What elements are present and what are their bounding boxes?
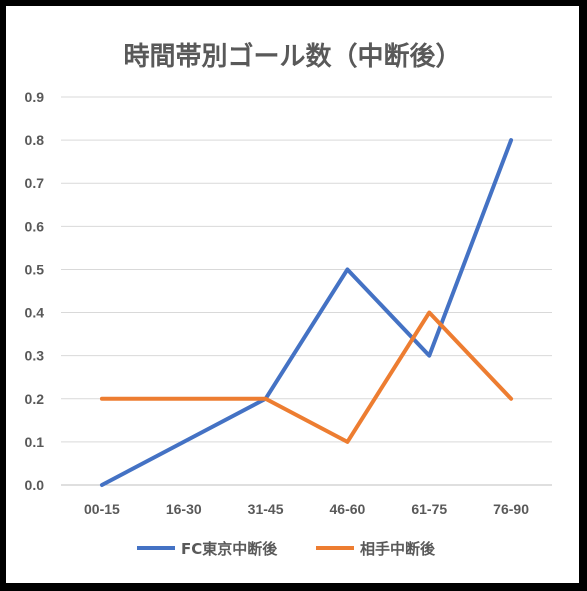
gridlines xyxy=(61,96,552,486)
x-tick-label: 46-60 xyxy=(330,501,366,517)
chart-title: 時間帯別ゴール数（中断後） xyxy=(123,42,462,72)
x-tick-label: 16-30 xyxy=(166,501,202,517)
x-tick-label: 00-15 xyxy=(84,501,120,517)
y-axis-ticks: 0.0 0.1 0.2 0.3 0.4 0.5 0.6 0.7 0.8 0.9 xyxy=(25,89,45,493)
x-tick-label: 61-75 xyxy=(411,501,447,517)
x-tick-label: 31-45 xyxy=(248,501,284,517)
y-tick-label: 0.6 xyxy=(25,218,45,234)
series-lines xyxy=(99,138,514,487)
chart-area: 時間帯別ゴール数（中断後） 0.0 0.1 0.2 0.3 0.4 0.5 0.6 0.7 0.… xyxy=(6,6,579,583)
x-axis-ticks: 00-15 16-30 31-45 46-60 61-75 76-90 xyxy=(84,501,529,517)
y-tick-label: 0.1 xyxy=(25,434,45,450)
y-tick-label: 0.7 xyxy=(25,175,45,191)
line-chart: 0.0 0.1 0.2 0.3 0.4 0.5 0.6 0.7 0.8 0.9 00-15 16-3… xyxy=(25,89,552,558)
legend-label: 相手中断後 xyxy=(360,540,436,558)
series-line-1 xyxy=(99,138,514,487)
y-tick-label: 0.2 xyxy=(25,391,45,407)
y-tick-label: 0.3 xyxy=(25,348,45,364)
legend: FC東京中断後 相手中断後 xyxy=(137,540,436,558)
y-tick-label: 0.4 xyxy=(25,305,45,321)
y-tick-label: 0.0 xyxy=(25,477,45,493)
y-tick-label: 0.5 xyxy=(25,261,45,277)
legend-label: FC東京中断後 xyxy=(181,540,278,558)
x-tick-label: 76-90 xyxy=(493,501,529,517)
y-tick-label: 0.9 xyxy=(25,89,45,105)
y-tick-label: 0.8 xyxy=(25,132,45,148)
series-line-2 xyxy=(99,310,514,444)
